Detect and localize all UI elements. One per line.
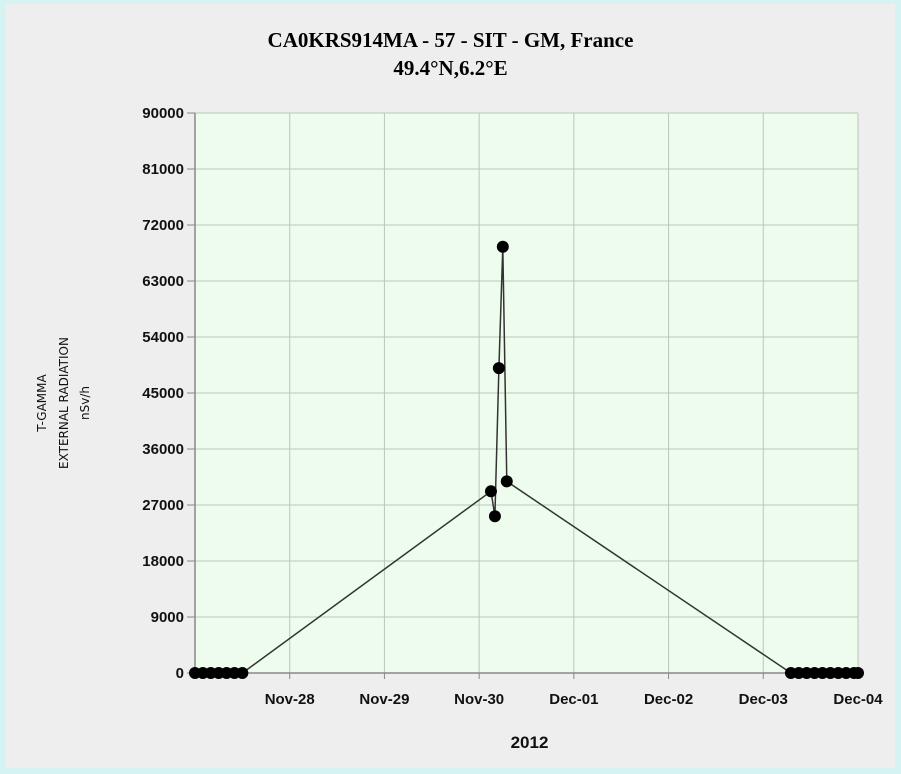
x-tick-label: Nov-30 <box>454 691 504 708</box>
y-tick-label: 27000 <box>142 497 184 514</box>
data-point <box>488 510 501 523</box>
y-axis-label-line-3: nSv/h <box>78 386 92 420</box>
data-point <box>500 475 513 488</box>
x-tick-label: Dec-02 <box>644 691 693 708</box>
x-tick-label: Dec-04 <box>833 691 883 708</box>
y-axis-label-line-1: T-GAMMA <box>35 373 49 432</box>
y-tick-label: 90000 <box>142 105 184 122</box>
x-tick-label: Dec-03 <box>739 691 788 708</box>
chart-title: CA0KRS914MA - 57 - SIT - GM, France <box>267 28 634 52</box>
y-tick-label: 72000 <box>142 217 184 234</box>
chart-subtitle: 49.4°N,6.2°E <box>393 56 508 80</box>
data-point <box>484 485 497 498</box>
data-point <box>492 362 505 375</box>
y-tick-label: 18000 <box>142 553 184 570</box>
x-tick-label: Dec-01 <box>549 691 598 708</box>
data-point <box>852 667 864 679</box>
y-tick-label: 81000 <box>142 161 184 178</box>
y-tick-label: 0 <box>176 665 184 682</box>
y-axis-label-line-2: EXTERNAL RADIATION <box>57 337 71 469</box>
y-axis-ticks: 0 9000 18000 27000 36000 45000 54000 63000 72000… <box>142 105 195 682</box>
y-tick-label: 9000 <box>151 609 184 626</box>
x-tick-label: Nov-29 <box>359 691 409 708</box>
x-axis-ticks: Nov-28 Nov-29 Nov-30 Dec-01 Dec-02 Dec-03 Dec-… <box>265 673 883 708</box>
y-tick-label: 63000 <box>142 273 184 290</box>
x-axis-label: 2012 <box>511 733 549 752</box>
data-point <box>496 240 509 253</box>
y-tick-label: 36000 <box>142 441 184 458</box>
x-tick-label: Nov-28 <box>265 691 315 708</box>
series-group <box>189 240 864 679</box>
y-tick-label: 54000 <box>142 329 184 346</box>
y-tick-label: 45000 <box>142 385 184 402</box>
grid <box>195 112 859 673</box>
data-point <box>236 667 249 679</box>
